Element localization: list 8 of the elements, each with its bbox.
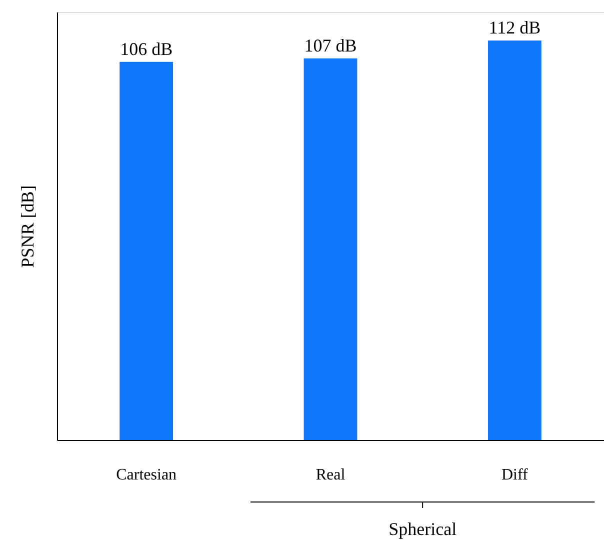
text: Spherical xyxy=(388,519,457,539)
data-label: 106 dB xyxy=(120,38,173,59)
x-tick-label: Diff xyxy=(501,466,529,484)
data-label: 107 dB xyxy=(304,35,357,56)
data-label: 112 dB xyxy=(488,18,541,38)
x-tick-label: Cartesian xyxy=(116,466,177,484)
x-tick-label: Real xyxy=(316,466,346,484)
y-axis-title: PSNR [dB] xyxy=(18,185,38,268)
